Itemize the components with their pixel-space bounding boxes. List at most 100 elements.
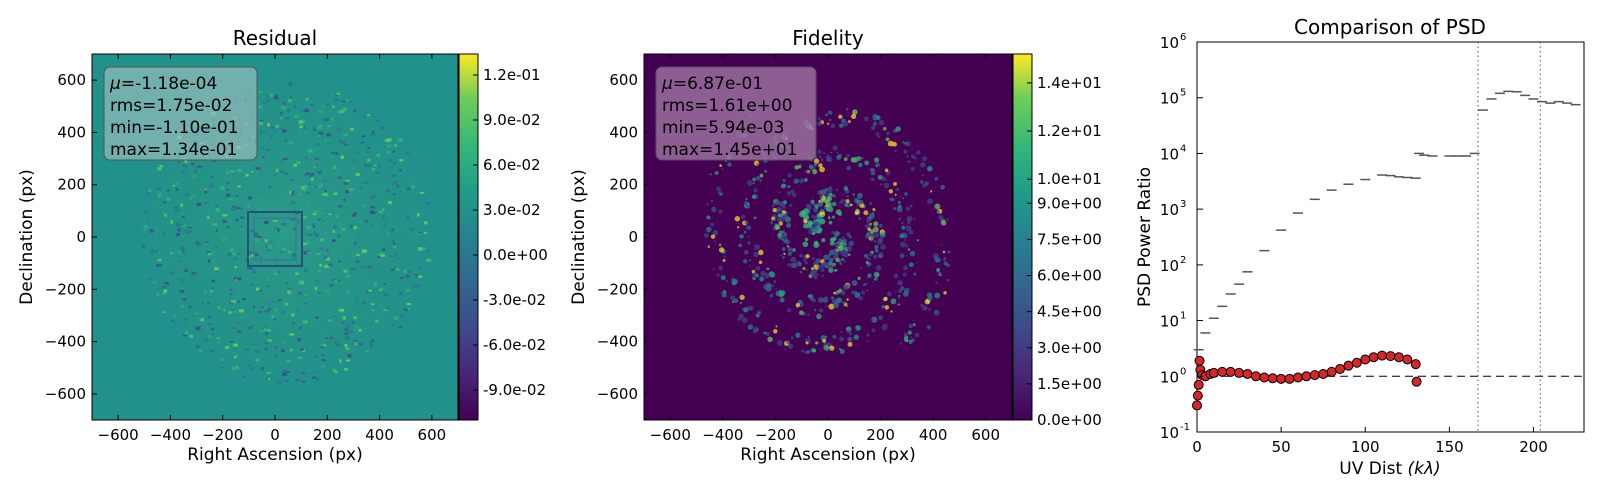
psd-y-tick-exponent: 2 [1180,255,1186,266]
psd-circle-point [1250,371,1261,382]
psd-circle-point [1194,355,1205,366]
residual-y-tick-label: −400 [45,333,86,351]
psd-circle-point [1267,373,1278,384]
fidelity-x-tick-label: −600 [650,426,691,444]
fidelity-colorbar-tick-label: 1.5e+00 [1037,375,1102,393]
residual-image [92,54,458,420]
psd-y-tick-exponent: 6 [1180,32,1186,43]
psd-circle-point [1393,352,1404,363]
residual-colorbar-tick-label: -3.0e-02 [483,291,546,309]
psd-circle-point [1276,373,1287,384]
psd-y-tick-exponent: 0 [1180,366,1186,377]
fidelity-colorbar-tick-label: 1.0e+01 [1037,170,1102,188]
psd-y-tick-label: 10 [1160,257,1179,275]
svg-text:μ=-1.18e-04: μ=-1.18e-04 [109,74,217,94]
fidelity-stat-min: min=5.94e-03 [662,118,784,138]
fidelity-y-tick-label: −200 [597,280,638,298]
psd-y-tick-exponent: 5 [1180,88,1186,99]
psd-circle-point [1385,351,1396,362]
psd-y-tick-label: 10 [1160,90,1179,108]
psd-circle-point [1301,371,1312,382]
residual-title: Residual [233,26,317,50]
psd-xlabel: UV Dist [1339,459,1402,479]
fidelity-y-tick-label: 600 [609,71,638,89]
residual-colorbar-tick-label: 9.0e-02 [483,111,541,129]
psd-ylabel: PSD Power Ratio [1135,167,1155,307]
fidelity-colorbar-tick-label: 6.0e+00 [1037,267,1102,285]
fidelity-colorbar-tick-label: 7.5e+00 [1037,230,1102,248]
psd-x-tick-label: 150 [1435,438,1464,456]
psd-reference-lines [1197,42,1584,432]
residual-y-tick-label: 200 [57,176,86,194]
fidelity-colorbar-tick-label: 9.0e+00 [1037,194,1102,212]
psd-y-tick-exponent: 3 [1180,199,1186,210]
residual-y-tick-label: 0 [76,228,86,246]
psd-y-tick-label: 10 [1160,424,1179,442]
residual-x-tick-label: −600 [98,426,139,444]
residual-y-tick-label: 400 [57,123,86,141]
residual-colorbar-tick-label: 6.0e-02 [483,156,541,174]
residual-panel: Residual μ=-1.18e-04 rms=1.75e-02 min=-1… [17,26,548,465]
residual-xlabel: Right Ascension (px) [187,445,363,465]
fidelity-colorbar-tick-label: 1.4e+01 [1037,74,1102,92]
residual-colorbar-tick-label: 0.0e+00 [483,246,548,264]
fidelity-x-tick-label: 400 [919,426,948,444]
psd-y-tick-label: 10 [1160,201,1179,219]
fidelity-x-tick-label: −400 [702,426,743,444]
residual-y-ticks: 600 400 200 0 −200 −400 −600 [45,71,97,403]
residual-stat-min: min=-1.10e-01 [110,118,239,138]
psd-circle-point [1234,367,1245,378]
psd-xlabel-unit: (kλ) [1408,459,1441,479]
psd-circle-point [1335,364,1346,375]
fidelity-colorbar [1012,53,1033,421]
fidelity-stats-box: μ=6.87e-01 rms=1.61e+00 min=5.94e-03 max… [655,66,817,161]
psd-y-tick-label: 10 [1160,368,1179,386]
psd-circle-point [1259,372,1270,383]
psd-y-tick-label: 10 [1160,313,1179,331]
residual-stat-max: max=1.34e-01 [110,140,237,160]
psd-circle-point [1217,366,1228,377]
psd-circle-point [1284,373,1295,384]
fidelity-y-tick-label: −600 [597,385,638,403]
residual-y-tick-label: 600 [57,71,86,89]
psd-circle-point [1225,366,1236,377]
residual-x-tick-label: 600 [418,426,447,444]
residual-ylabel: Declination (px) [17,169,37,305]
psd-circle-point [1242,368,1253,379]
psd-x-tick-label: 200 [1519,438,1548,456]
psd-y-tick-label: 10 [1160,34,1179,52]
residual-colorbar-tick-label: -9.0e-02 [483,381,546,399]
residual-stat-mu: -1.18e-04 [135,74,217,94]
psd-circle-point [1351,357,1362,368]
svg-text:μ=6.87e-01: μ=6.87e-01 [661,74,763,94]
psd-circle-point [1343,360,1354,371]
fidelity-colorbar-tick-label: 4.5e+00 [1037,303,1102,321]
residual-x-tick-label: −200 [202,426,243,444]
fidelity-x-tick-label: −200 [755,426,796,444]
residual-stat-rms: rms=1.75e-02 [110,96,232,116]
psd-x-tick-label: 0 [1192,438,1202,456]
fidelity-x-ticks: −600 −400 −200 0 200 400 600 [650,54,1000,444]
psd-y-tick-label: 10 [1160,145,1179,163]
psd-circle-point [1208,367,1219,378]
fidelity-y-tick-label: −400 [597,333,638,351]
residual-colorbar-tick-label: 1.2e-01 [483,66,541,84]
psd-x-tick-label: 100 [1351,438,1380,456]
psd-circle-point [1309,370,1320,381]
psd-circle-point [1368,352,1379,363]
fidelity-x-tick-label: 0 [823,426,833,444]
psd-axes-frame [1196,41,1585,433]
psd-circle-point [1318,368,1329,379]
psd-circle-point [1193,379,1204,390]
psd-dash-series [1193,90,1581,351]
fidelity-stat-max: max=1.45e+01 [662,140,797,160]
fidelity-title: Fidelity [792,26,864,50]
fidelity-colorbar-tick-label: 3.0e+00 [1037,339,1102,357]
psd-circle-point [1192,400,1202,411]
fidelity-ylabel: Declination (px) [569,169,589,305]
fidelity-y-tick-label: 0 [628,228,638,246]
psd-circle-point [1292,372,1303,383]
residual-colorbar-ticks: 1.2e-01 9.0e-02 6.0e-02 3.0e-02 0.0e+00 -3.0e… [473,66,548,399]
